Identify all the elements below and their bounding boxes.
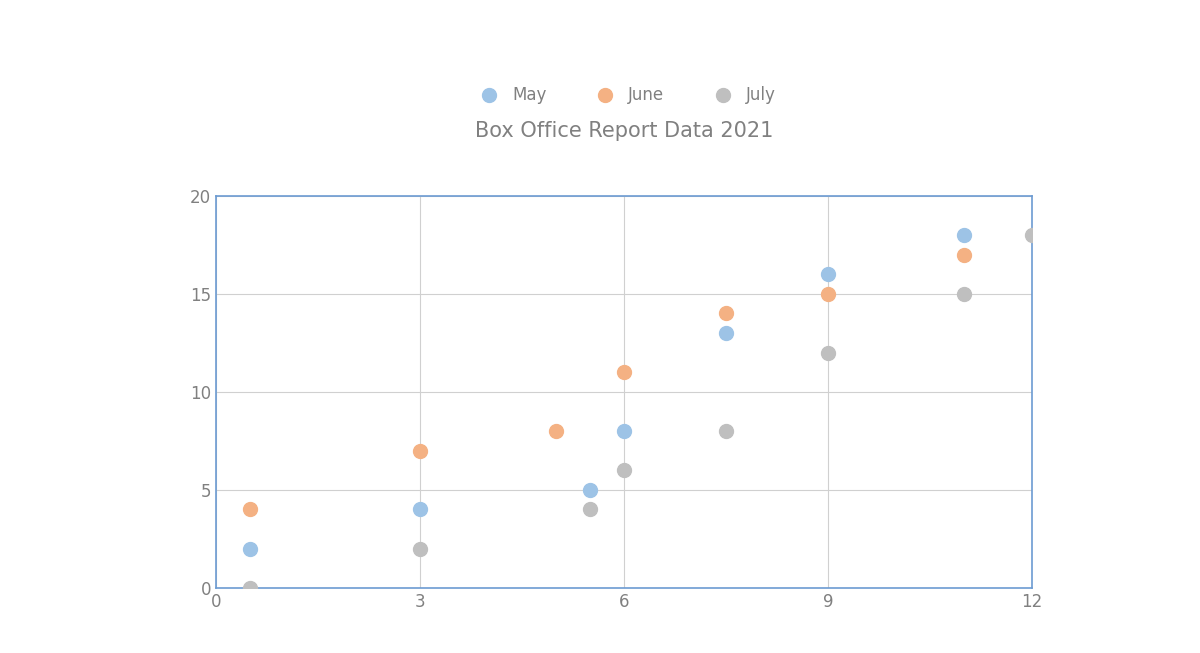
Title: Box Office Report Data 2021: Box Office Report Data 2021 [475, 121, 773, 140]
July [614, 465, 634, 475]
July [581, 504, 600, 515]
June [410, 445, 430, 456]
July [240, 582, 259, 593]
May [581, 485, 600, 495]
June [614, 367, 634, 377]
May [716, 328, 736, 338]
May [954, 230, 973, 240]
June [818, 289, 838, 299]
May [818, 269, 838, 279]
May [240, 543, 259, 554]
June [954, 249, 973, 260]
July [410, 543, 430, 554]
June [546, 426, 565, 436]
July [954, 289, 973, 299]
July [716, 426, 736, 436]
Legend: May, June, July: May, June, July [466, 79, 782, 110]
June [716, 308, 736, 319]
July [818, 347, 838, 358]
May [614, 426, 634, 436]
June [240, 504, 259, 515]
July [1022, 230, 1042, 240]
May [410, 504, 430, 515]
